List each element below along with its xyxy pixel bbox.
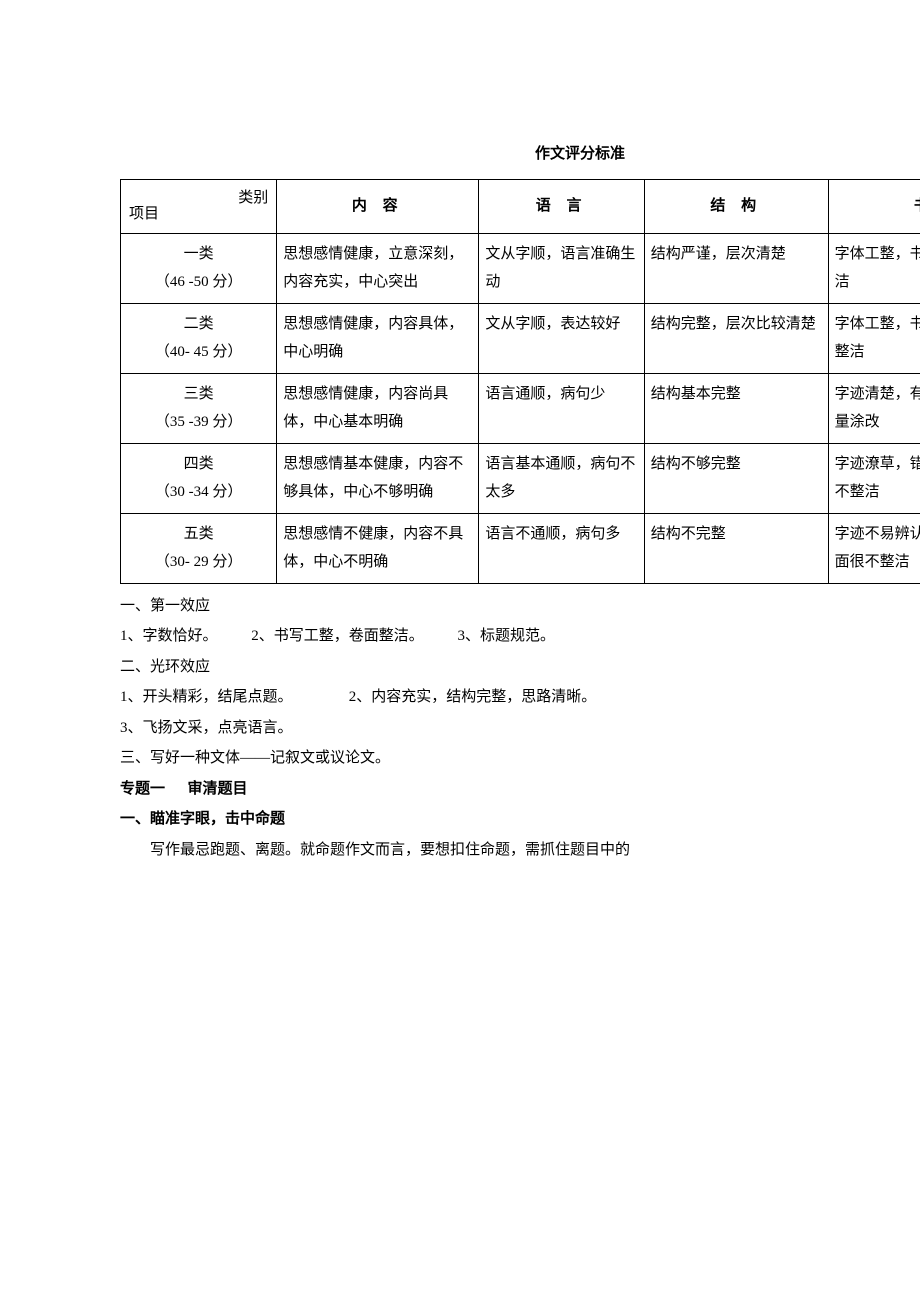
col-structure: 结 构 — [644, 179, 828, 233]
section-subheading: 一、瞄准字眼，击中命题 — [120, 805, 920, 834]
heading-part: 专题一 — [120, 781, 165, 797]
header-corner-top: 类别 — [238, 184, 268, 213]
para-part: 2、内容充实，结构完整，思路清晰。 — [349, 683, 597, 712]
row-label-line: （30- 29 分） — [127, 548, 270, 577]
row-label: 三类 （35 -39 分） — [121, 373, 277, 443]
cell: 思想感情健康，立意深刻，内容充实，中心突出 — [277, 233, 479, 303]
cell: 字迹潦草，错别字较多，卷面不整洁 — [828, 443, 920, 513]
table-row: 二类 （40- 45 分） 思想感情健康，内容具体，中心明确 文从字顺，表达较好… — [121, 303, 920, 373]
para: 3、飞扬文采，点亮语言。 — [120, 714, 920, 743]
col-language: 语 言 — [479, 179, 644, 233]
para: 1、字数恰好。 2、书写工整，卷面整洁。 3、标题规范。 — [120, 622, 920, 651]
row-label-line: 一类 — [127, 240, 270, 269]
table-row: 三类 （35 -39 分） 思想感情健康，内容尚具体，中心基本明确 语言通顺，病… — [121, 373, 920, 443]
cell: 结构完整，层次比较清楚 — [644, 303, 828, 373]
cell: 结构基本完整 — [644, 373, 828, 443]
row-label: 二类 （40- 45 分） — [121, 303, 277, 373]
table-header-row: 类别 项目 内 容 语 言 结 构 书 写 — [121, 179, 920, 233]
table-body: 一类 （46 -50 分） 思想感情健康，立意深刻，内容充实，中心突出 文从字顺… — [121, 233, 920, 583]
cell: 字迹不易辨认，错别字多，卷面很不整洁 — [828, 513, 920, 583]
cell: 结构不完整 — [644, 513, 828, 583]
row-label-line: 四类 — [127, 450, 270, 479]
row-label-line: （30 -34 分） — [127, 478, 270, 507]
table-row: 五类 （30- 29 分） 思想感情不健康，内容不具体，中心不明确 语言不通顺，… — [121, 513, 920, 583]
col-content: 内 容 — [277, 179, 479, 233]
header-corner-bottom: 项目 — [129, 200, 159, 229]
cell: 结构不够完整 — [644, 443, 828, 513]
row-label: 一类 （46 -50 分） — [121, 233, 277, 303]
content-block: 一、第一效应 1、字数恰好。 2、书写工整，卷面整洁。 3、标题规范。 二、光环… — [120, 592, 920, 865]
page-title: 作文评分标准 — [120, 140, 920, 169]
section-heading: 专题一 审清题目 — [120, 775, 920, 804]
row-label-line: （35 -39 分） — [127, 408, 270, 437]
para: 三、写好一种文体——记叙文或议论文。 — [120, 744, 920, 773]
header-corner: 类别 项目 — [121, 179, 277, 233]
heading-part: 审清题目 — [188, 781, 248, 797]
cell: 语言不通顺，病句多 — [479, 513, 644, 583]
table-row: 一类 （46 -50 分） 思想感情健康，立意深刻，内容充实，中心突出 文从字顺… — [121, 233, 920, 303]
cell: 字迹清楚，有少量错别字，少量涂改 — [828, 373, 920, 443]
cell: 文从字顺，语言准确生动 — [479, 233, 644, 303]
cell: 结构严谨，层次清楚 — [644, 233, 828, 303]
cell: 文从字顺，表达较好 — [479, 303, 644, 373]
cell: 思想感情不健康，内容不具体，中心不明确 — [277, 513, 479, 583]
col-writing: 书 写 — [828, 179, 920, 233]
cell: 思想感情基本健康，内容不够具体，中心不够明确 — [277, 443, 479, 513]
row-label-line: 三类 — [127, 380, 270, 409]
para-part: 1、字数恰好。 — [120, 622, 218, 651]
cell: 字体工整，书写规范，卷面较整洁 — [828, 303, 920, 373]
row-label: 五类 （30- 29 分） — [121, 513, 277, 583]
cell: 语言通顺，病句少 — [479, 373, 644, 443]
cell: 语言基本通顺，病句不太多 — [479, 443, 644, 513]
rubric-table: 类别 项目 内 容 语 言 结 构 书 写 一类 （46 -50 分） 思想感情… — [120, 179, 920, 584]
table-row: 四类 （30 -34 分） 思想感情基本健康，内容不够具体，中心不够明确 语言基… — [121, 443, 920, 513]
para-part: 3、标题规范。 — [458, 622, 556, 651]
para-part: 2、书写工整，卷面整洁。 — [251, 622, 424, 651]
row-label: 四类 （30 -34 分） — [121, 443, 277, 513]
cell: 字体工整，书写规范，卷面整洁 — [828, 233, 920, 303]
cell: 思想感情健康，内容具体，中心明确 — [277, 303, 479, 373]
para: 一、第一效应 — [120, 592, 920, 621]
cell: 思想感情健康，内容尚具体，中心基本明确 — [277, 373, 479, 443]
row-label-line: （40- 45 分） — [127, 338, 270, 367]
para: 二、光环效应 — [120, 653, 920, 682]
row-label-line: 二类 — [127, 310, 270, 339]
para: 写作最忌跑题、离题。就命题作文而言，要想扣住命题，需抓住题目中的 — [120, 836, 920, 865]
para: 1、开头精彩，结尾点题。 2、内容充实，结构完整，思路清晰。 — [120, 683, 920, 712]
para-part: 1、开头精彩，结尾点题。 — [120, 683, 293, 712]
row-label-line: （46 -50 分） — [127, 268, 270, 297]
row-label-line: 五类 — [127, 520, 270, 549]
